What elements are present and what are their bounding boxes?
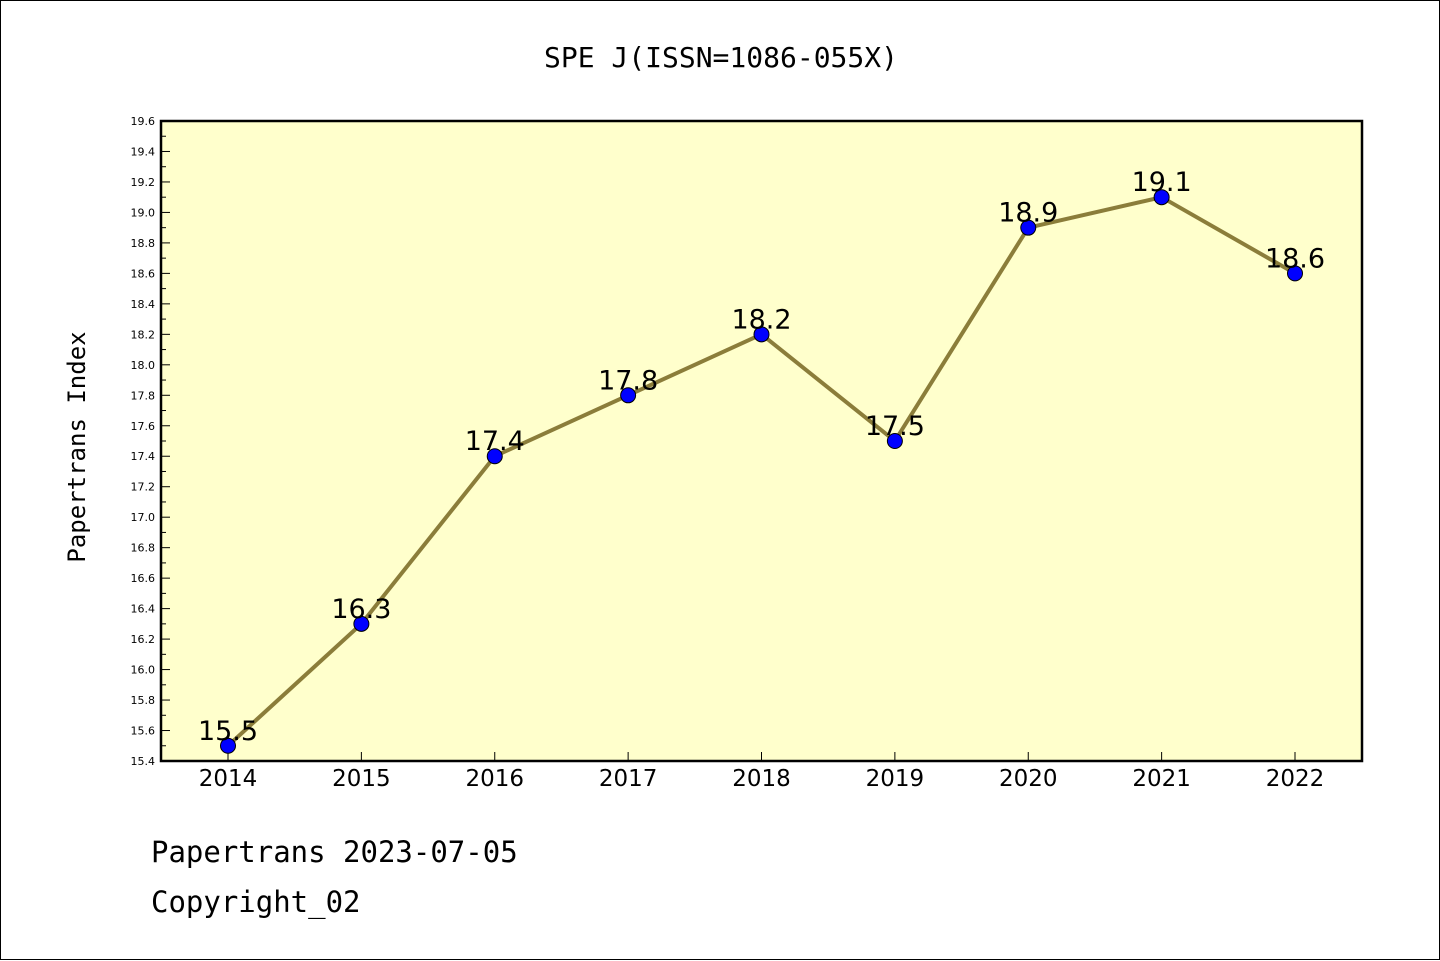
- x-axis: 2014 2015 2016 2017 2018 2019 2020 2021 2022: [199, 752, 1325, 792]
- y-tick-label: 18.4: [131, 298, 156, 311]
- x-tick-label: 2021: [1132, 766, 1191, 792]
- data-label: 19.1: [1132, 167, 1192, 198]
- y-tick-label: 17.2: [131, 481, 156, 494]
- y-tick-label: 16.2: [131, 633, 156, 646]
- data-point: [220, 737, 236, 754]
- data-point: [886, 433, 903, 449]
- data-point: [1287, 265, 1303, 282]
- footer-copyright: Copyright_02: [151, 885, 361, 919]
- y-tick-label: 18.6: [131, 267, 156, 280]
- y-tick-label: 16.0: [131, 664, 156, 677]
- x-tick-label: 2020: [999, 766, 1058, 792]
- y-tick-label: 16.4: [131, 603, 156, 616]
- y-tick-label: 19.4: [131, 145, 156, 158]
- y-tick-label: 19.2: [131, 176, 156, 189]
- y-tick-label: 19.6: [131, 115, 156, 128]
- data-point: [1153, 189, 1170, 206]
- footer-date: Papertrans 2023-07-05: [151, 835, 518, 869]
- chart-title: SPE J(ISSN=1086-055X): [544, 41, 898, 74]
- y-tick-label: 19.0: [131, 206, 156, 219]
- y-tick-label: 18.8: [131, 237, 156, 250]
- x-tick-label: 2014: [199, 766, 258, 792]
- y-tick-label: 17.4: [131, 450, 156, 463]
- plot-frame: [159, 119, 1364, 763]
- plot-area: [161, 121, 1362, 761]
- y-axis-label: Papertrans Index: [63, 331, 91, 562]
- data-label: 18.2: [731, 304, 791, 335]
- y-tick-label: 15.4: [131, 755, 156, 768]
- data-label: 17.4: [465, 426, 525, 457]
- x-tick-label: 2015: [332, 766, 391, 792]
- y-tick-label: 18.2: [131, 328, 156, 341]
- data-label: 15.5: [198, 716, 258, 747]
- x-tick-label: 2018: [732, 766, 791, 792]
- data-point: [753, 326, 770, 343]
- data-label: 16.3: [331, 594, 391, 625]
- x-tick-label: 2019: [866, 766, 925, 792]
- y-tick-label: 17.6: [131, 420, 156, 433]
- data-point: [486, 448, 503, 465]
- y-tick-label: 17.0: [131, 511, 156, 524]
- y-tick-label: 16.6: [131, 572, 156, 585]
- data-points: [220, 189, 1303, 754]
- data-point: [620, 387, 637, 404]
- x-tick-label: 2016: [465, 766, 524, 792]
- data-label: 18.9: [998, 198, 1058, 229]
- y-tick-label: 15.6: [131, 725, 156, 738]
- data-label: 17.5: [865, 411, 925, 442]
- y-tick-label: 15.8: [131, 694, 156, 707]
- data-point: [353, 615, 370, 632]
- data-labels: 15.5 16.3 17.4 17.8 18.2 17.5 18.9 19.1 18.6: [198, 167, 1325, 747]
- x-tick-label: 2017: [599, 766, 658, 792]
- y-tick-label: 16.8: [131, 542, 156, 555]
- x-tick-label: 2022: [1266, 766, 1325, 792]
- y-tick-label: 17.8: [131, 389, 156, 402]
- data-label: 18.6: [1265, 243, 1325, 274]
- y-axis: 15.4 15.6 15.8 16.0 16.2 16.4 16.6 16.8 17.0 17.2…: [131, 115, 170, 768]
- data-label: 17.8: [598, 365, 658, 396]
- data-point: [1020, 219, 1037, 236]
- y-tick-label: 18.0: [131, 359, 156, 372]
